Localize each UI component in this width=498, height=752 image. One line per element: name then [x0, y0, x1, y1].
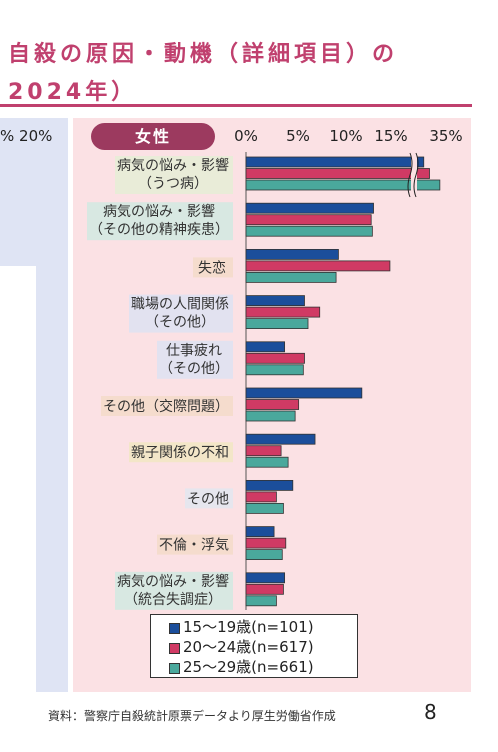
category-label: （その他） — [159, 361, 229, 377]
bar — [245, 502, 284, 514]
bar — [245, 364, 304, 376]
category-label: （その他） — [145, 315, 215, 331]
category-label-box — [157, 340, 233, 379]
bar — [245, 583, 284, 595]
bar — [245, 410, 296, 422]
category-label-box — [129, 442, 233, 463]
x-tick-label: 35% — [429, 127, 462, 145]
page-title-line-1: 自殺の原因・動機（詳細項目）の — [8, 42, 399, 67]
axis-break-gap — [411, 153, 417, 197]
axis-break-mark — [413, 152, 419, 198]
legend-item-25-29: 25～29歳(n=661) — [169, 657, 357, 677]
category-label-box — [193, 257, 233, 278]
bar — [245, 225, 373, 237]
category-label-box — [115, 571, 233, 610]
bar — [245, 214, 372, 226]
bar — [245, 491, 277, 503]
category-label: （うつ病） — [138, 176, 208, 192]
bar — [245, 306, 321, 318]
bar — [245, 526, 275, 537]
category-label-box — [157, 534, 233, 555]
legend-label-25-29: 25～29歳(n=661) — [183, 658, 314, 676]
left-chart-panel — [0, 118, 68, 726]
category-label-box — [185, 488, 233, 509]
category-label: （統合失調症） — [124, 592, 222, 608]
bar — [245, 260, 391, 272]
legend-label-15-19: 15～19歳(n=101) — [183, 618, 314, 636]
page-number: 8 — [424, 700, 437, 724]
category-label: 親子関係の不和 — [131, 445, 229, 461]
bar — [245, 271, 337, 283]
bar — [245, 318, 309, 330]
axis-break-mark — [407, 152, 413, 198]
legend-swatch-15-19 — [169, 623, 180, 634]
legend-label-20-24: 20～24歳(n=617) — [183, 638, 314, 656]
legend-swatch-25-29 — [169, 663, 180, 674]
bar — [245, 202, 374, 214]
page-title-line-2: 2024年） — [8, 80, 138, 105]
category-label-box — [101, 396, 233, 416]
bar — [245, 295, 305, 307]
legend-item-15-19: 15～19歳(n=101) — [169, 617, 357, 637]
x-tick-label: 15% — [374, 127, 407, 145]
bar — [245, 387, 363, 399]
bar — [245, 168, 430, 179]
bar — [245, 445, 282, 457]
legend-item-20-24: 20～24歳(n=617) — [169, 637, 357, 657]
bar — [245, 399, 300, 410]
x-tick-label: 0% — [234, 127, 258, 145]
bar — [245, 456, 289, 468]
category-label: 不倫・浮気 — [159, 538, 229, 554]
legend-swatch-20-24 — [169, 643, 180, 654]
left-chart-tick-label: % 20% — [0, 127, 53, 145]
x-tick-label: 5% — [286, 127, 310, 145]
left-chart-plot-area — [0, 266, 36, 726]
category-label: 病気の悩み・影響 — [117, 157, 229, 174]
bar — [245, 549, 283, 560]
category-label: 病気の悩み・影響 — [103, 203, 215, 220]
category-label: その他 — [187, 491, 229, 507]
category-label: その他（交際問題） — [103, 398, 229, 415]
bar — [245, 479, 294, 491]
category-label: 仕事疲れ — [166, 342, 222, 359]
x-tick-label: 10% — [329, 127, 362, 145]
bar — [245, 595, 277, 607]
category-label: 病気の悩み・影響 — [117, 573, 229, 590]
bar — [245, 537, 287, 549]
category-label: 失恋 — [198, 259, 226, 276]
category-label-box — [115, 156, 233, 194]
chart-legend: 15～19歳(n=101) 20～24歳(n=617) 25～29歳(n=661… — [150, 614, 358, 678]
bar — [245, 352, 305, 364]
bar — [245, 156, 425, 168]
source-note: 資料：警察庁自殺統計原票データより厚生労働省作成 — [48, 709, 336, 723]
category-label-box — [87, 202, 233, 241]
bar — [245, 179, 441, 191]
category-label-box — [129, 294, 233, 333]
female-badge: 女性 — [91, 123, 215, 150]
bar — [245, 248, 339, 260]
bar — [245, 572, 286, 584]
title-underline — [0, 104, 472, 107]
bar — [245, 433, 316, 445]
bar — [245, 341, 286, 353]
category-label: （その他の精神疾患） — [89, 222, 229, 238]
category-label: 職場の人間関係 — [131, 297, 229, 313]
